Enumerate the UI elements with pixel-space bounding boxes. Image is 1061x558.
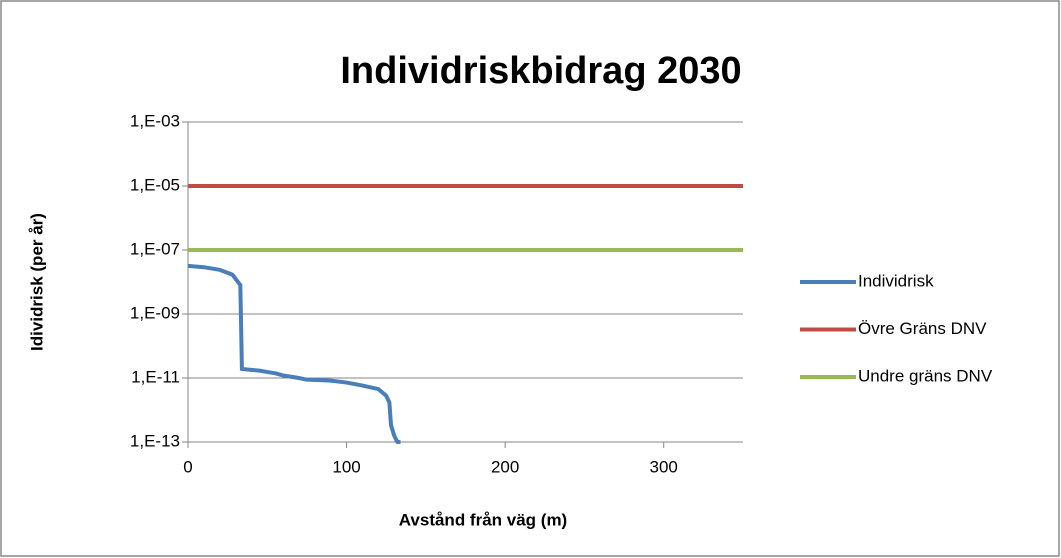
y-tick-label: 1,E-11	[131, 367, 180, 386]
x-tick-label: 100	[332, 457, 360, 476]
y-tick-label: 1,E-03	[130, 111, 180, 130]
chart-title: Individriskbidrag 2030	[340, 50, 741, 92]
x-tick-label: 300	[650, 457, 678, 476]
x-axis-label: Avstånd från väg (m)	[399, 510, 567, 529]
y-tick-label: 1,E-05	[130, 175, 180, 194]
legend-label: Övre Gräns DNV	[858, 319, 987, 338]
y-tick-label: 1,E-07	[130, 239, 180, 258]
y-tick-label: 1,E-13	[130, 431, 180, 450]
legend-label: Undre gräns DNV	[858, 366, 993, 385]
y-axis-label: Idividrisk (per år)	[27, 213, 46, 351]
x-tick-label: 200	[491, 457, 519, 476]
legend-label: Individrisk	[858, 271, 934, 290]
x-tick-label: 0	[183, 457, 192, 476]
y-tick-label: 1,E-09	[130, 303, 180, 322]
data-line	[187, 263, 401, 444]
